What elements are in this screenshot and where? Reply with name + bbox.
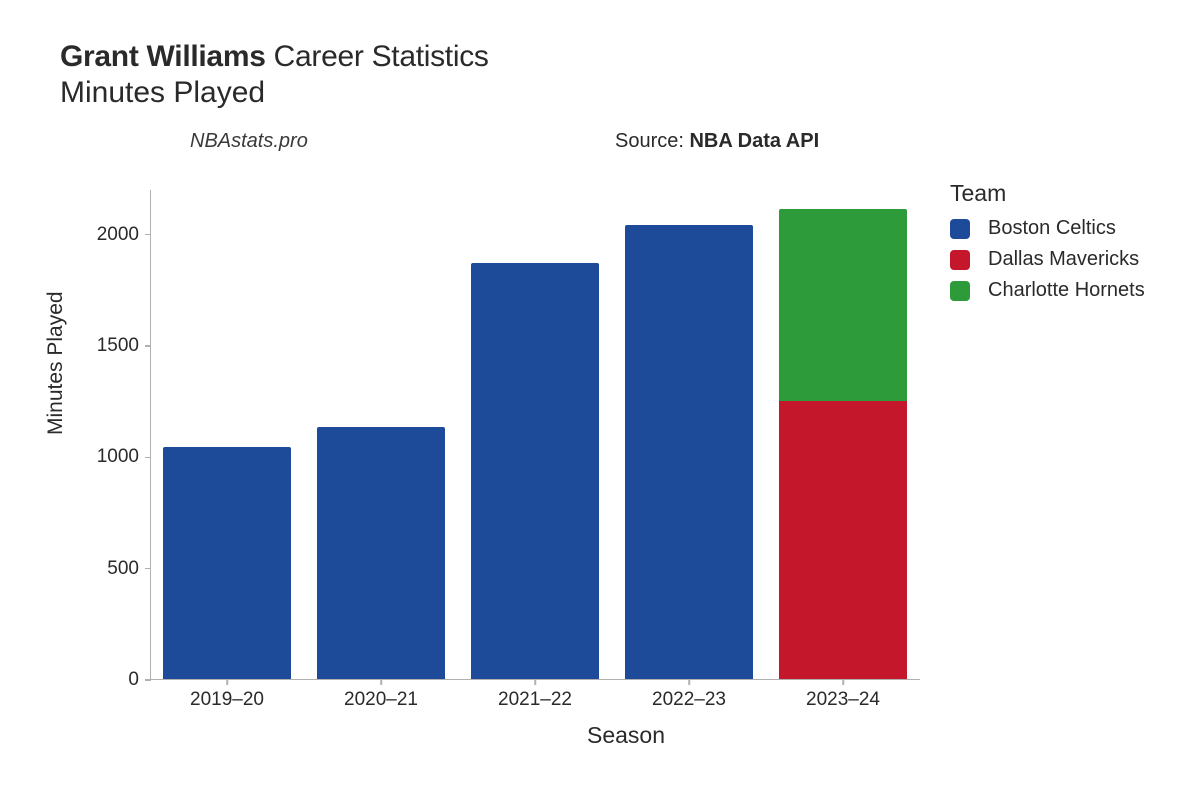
meta-row: NBAstats.pro Source: NBA Data API — [60, 130, 1160, 160]
y-tick-label: 0 — [69, 669, 139, 691]
y-tick-mark — [145, 457, 151, 459]
title-rest: Career Statistics — [274, 40, 489, 73]
legend-items: Boston Celtics Dallas Mavericks Charlotte … — [950, 217, 1145, 302]
x-axis-label: Season — [587, 722, 665, 749]
x-tick-mark — [688, 679, 690, 685]
source-name: NBA Data API — [689, 130, 819, 152]
x-tick-label: 2021–22 — [498, 689, 572, 711]
source-prefix: Source: — [615, 130, 689, 152]
legend-swatch — [950, 281, 970, 301]
watermark: NBAstats.pro — [190, 130, 308, 153]
y-axis-label: Minutes Played — [44, 291, 68, 435]
y-tick-label: 500 — [69, 558, 139, 580]
x-tick-label: 2020–21 — [344, 689, 418, 711]
legend-label: Charlotte Hornets — [988, 279, 1145, 302]
x-tick-mark — [534, 679, 536, 685]
legend-label: Dallas Mavericks — [988, 248, 1139, 271]
y-tick-mark — [145, 345, 151, 347]
y-tick-label: 2000 — [69, 224, 139, 246]
x-tick-label: 2023–24 — [806, 689, 880, 711]
bar-segment — [779, 209, 907, 401]
legend-swatch — [950, 250, 970, 270]
y-tick-label: 1000 — [69, 446, 139, 468]
y-tick-label: 1500 — [69, 335, 139, 357]
legend-swatch — [950, 219, 970, 239]
legend: Team Boston Celtics Dallas Mavericks Charl… — [950, 180, 1145, 310]
y-tick-mark — [145, 568, 151, 570]
legend-item: Charlotte Hornets — [950, 279, 1145, 302]
x-tick-label: 2022–23 — [652, 689, 726, 711]
y-tick-mark — [145, 234, 151, 236]
title-line-1: Grant Williams Career Statistics — [60, 40, 1160, 74]
legend-item: Dallas Mavericks — [950, 248, 1145, 271]
title-subtitle: Minutes Played — [60, 76, 1160, 110]
bar-segment — [317, 427, 445, 679]
source-label: Source: NBA Data API — [615, 130, 819, 153]
bar-segment — [471, 263, 599, 680]
y-tick-mark — [145, 679, 151, 681]
x-tick-mark — [226, 679, 228, 685]
player-name: Grant Williams — [60, 40, 266, 73]
chart-container: Grant Williams Career Statistics Minutes… — [0, 0, 1200, 800]
plot-area: Season 05001000150020002019–202020–21202… — [150, 190, 920, 680]
x-tick-mark — [380, 679, 382, 685]
bars-layer — [151, 190, 920, 679]
x-tick-label: 2019–20 — [190, 689, 264, 711]
legend-item: Boston Celtics — [950, 217, 1145, 240]
title-block: Grant Williams Career Statistics Minutes… — [60, 40, 1160, 110]
bar-segment — [779, 401, 907, 679]
x-tick-mark — [842, 679, 844, 685]
chart-wrap: NBAstats.pro Source: NBA Data API Minute… — [60, 130, 1160, 750]
bar-segment — [625, 225, 753, 679]
bar-segment — [163, 447, 291, 679]
legend-label: Boston Celtics — [988, 217, 1116, 240]
legend-title: Team — [950, 180, 1145, 207]
